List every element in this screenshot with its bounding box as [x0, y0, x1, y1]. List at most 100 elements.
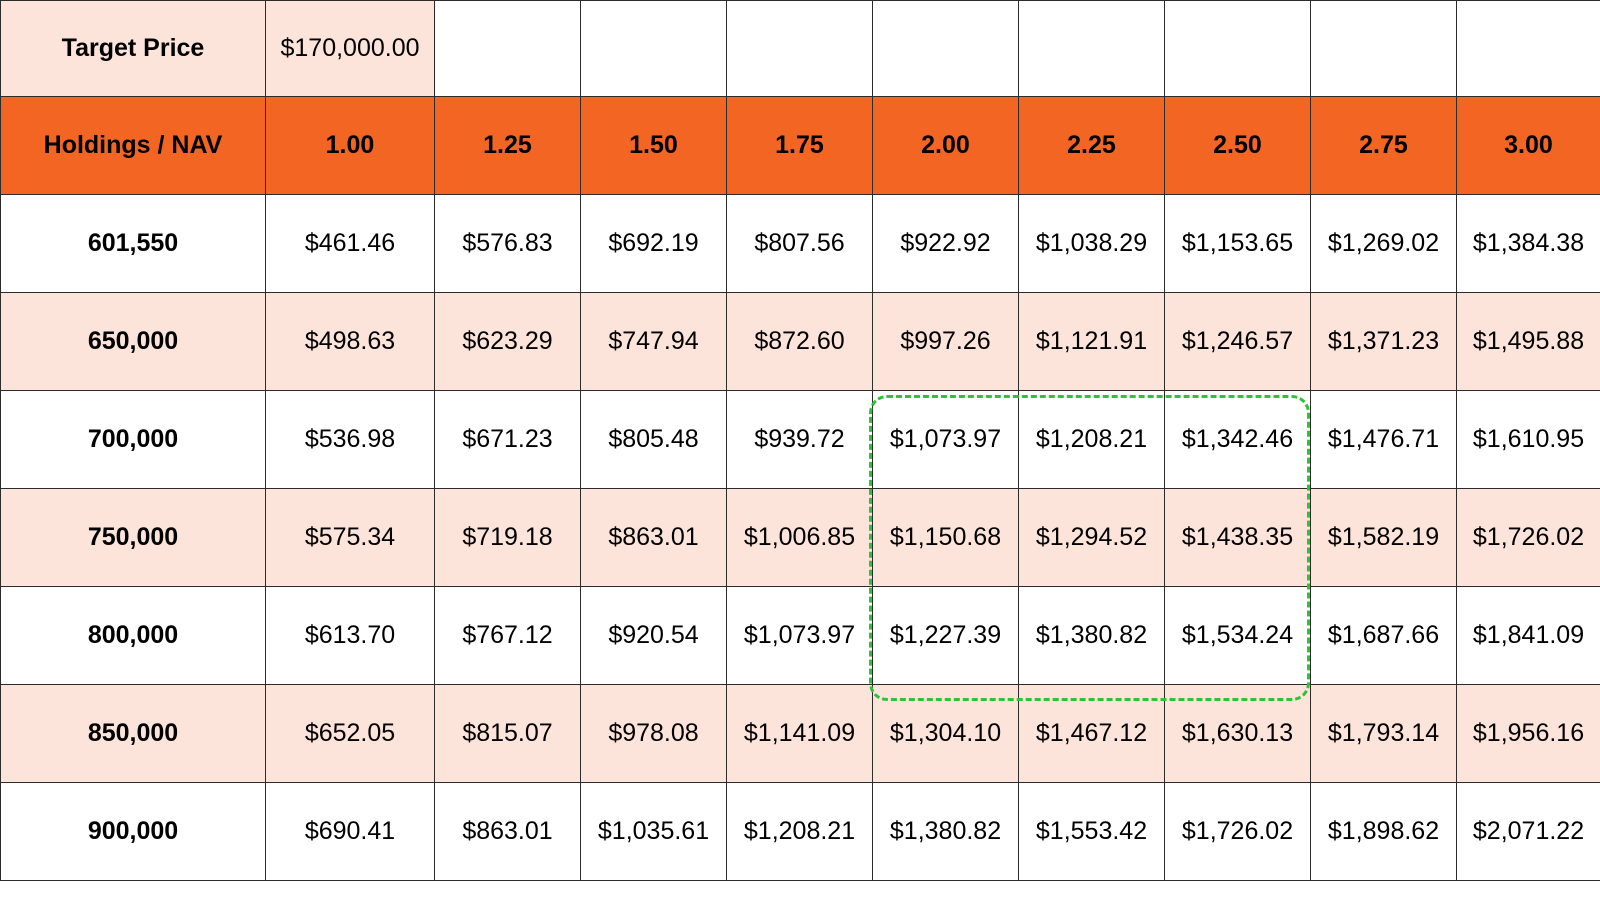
- value-cell[interactable]: $1,467.12: [1018, 684, 1165, 783]
- target-price-value[interactable]: $170,000.00: [265, 0, 435, 97]
- header-multiplier[interactable]: 1.50: [580, 96, 727, 195]
- value-cell[interactable]: $863.01: [434, 782, 581, 881]
- value-cell[interactable]: $1,121.91: [1018, 292, 1165, 391]
- value-cell[interactable]: $576.83: [434, 194, 581, 293]
- value-cell[interactable]: $1,246.57: [1164, 292, 1311, 391]
- holdings-cell[interactable]: 750,000: [0, 488, 266, 587]
- holdings-cell[interactable]: 900,000: [0, 782, 266, 881]
- value-cell[interactable]: $863.01: [580, 488, 727, 587]
- value-cell[interactable]: $1,006.85: [726, 488, 873, 587]
- holdings-cell[interactable]: 700,000: [0, 390, 266, 489]
- header-multiplier[interactable]: 2.75: [1310, 96, 1457, 195]
- value-cell[interactable]: $1,073.97: [726, 586, 873, 685]
- value-cell[interactable]: $1,438.35: [1164, 488, 1311, 587]
- header-multiplier[interactable]: 1.75: [726, 96, 873, 195]
- value-cell[interactable]: $767.12: [434, 586, 581, 685]
- value-cell[interactable]: $1,294.52: [1018, 488, 1165, 587]
- value-cell[interactable]: $747.94: [580, 292, 727, 391]
- value-cell[interactable]: $920.54: [580, 586, 727, 685]
- value-cell[interactable]: $1,150.68: [872, 488, 1019, 587]
- value-cell[interactable]: $719.18: [434, 488, 581, 587]
- header-multiplier[interactable]: 3.00: [1456, 96, 1600, 195]
- value-cell[interactable]: $1,495.88: [1456, 292, 1600, 391]
- value-cell[interactable]: $1,726.02: [1456, 488, 1600, 587]
- header-multiplier[interactable]: 2.00: [872, 96, 1019, 195]
- empty-cell[interactable]: [1164, 0, 1311, 97]
- value-cell[interactable]: $807.56: [726, 194, 873, 293]
- value-cell[interactable]: $652.05: [265, 684, 435, 783]
- value-cell[interactable]: $922.92: [872, 194, 1019, 293]
- value-cell[interactable]: $623.29: [434, 292, 581, 391]
- table-row: 750,000 $575.34 $719.18 $863.01 $1,006.8…: [0, 488, 1600, 587]
- header-corner-label[interactable]: Holdings / NAV: [0, 96, 266, 195]
- value-cell[interactable]: $1,380.82: [1018, 586, 1165, 685]
- value-cell[interactable]: $872.60: [726, 292, 873, 391]
- price-table: Target Price $170,000.00 Holdings / NAV …: [0, 0, 1600, 881]
- value-cell[interactable]: $1,841.09: [1456, 586, 1600, 685]
- table-row: 650,000 $498.63 $623.29 $747.94 $872.60 …: [0, 292, 1600, 391]
- value-cell[interactable]: $575.34: [265, 488, 435, 587]
- value-cell[interactable]: $1,269.02: [1310, 194, 1457, 293]
- empty-cell[interactable]: [434, 0, 581, 97]
- value-cell[interactable]: $1,304.10: [872, 684, 1019, 783]
- holdings-cell[interactable]: 650,000: [0, 292, 266, 391]
- value-cell[interactable]: $1,227.39: [872, 586, 1019, 685]
- value-cell[interactable]: $613.70: [265, 586, 435, 685]
- value-cell[interactable]: $692.19: [580, 194, 727, 293]
- table-row: 800,000 $613.70 $767.12 $920.54 $1,073.9…: [0, 586, 1600, 685]
- value-cell[interactable]: $1,793.14: [1310, 684, 1457, 783]
- value-cell[interactable]: $671.23: [434, 390, 581, 489]
- value-cell[interactable]: $1,035.61: [580, 782, 727, 881]
- value-cell[interactable]: $1,476.71: [1310, 390, 1457, 489]
- value-cell[interactable]: $1,371.23: [1310, 292, 1457, 391]
- empty-cell[interactable]: [1310, 0, 1457, 97]
- empty-cell[interactable]: [580, 0, 727, 97]
- header-multiplier[interactable]: 2.50: [1164, 96, 1311, 195]
- value-cell[interactable]: $1,898.62: [1310, 782, 1457, 881]
- header-multiplier[interactable]: 1.25: [434, 96, 581, 195]
- value-cell[interactable]: $978.08: [580, 684, 727, 783]
- header-row: Holdings / NAV 1.00 1.25 1.50 1.75 2.00 …: [0, 96, 1600, 195]
- target-price-label[interactable]: Target Price: [0, 0, 266, 97]
- empty-cell[interactable]: [1456, 0, 1600, 97]
- value-cell[interactable]: $1,726.02: [1164, 782, 1311, 881]
- table-row: 601,550 $461.46 $576.83 $692.19 $807.56 …: [0, 194, 1600, 293]
- empty-cell[interactable]: [1018, 0, 1165, 97]
- value-cell[interactable]: $1,630.13: [1164, 684, 1311, 783]
- holdings-cell[interactable]: 850,000: [0, 684, 266, 783]
- header-multiplier[interactable]: 2.25: [1018, 96, 1165, 195]
- value-cell[interactable]: $1,073.97: [872, 390, 1019, 489]
- empty-cell[interactable]: [872, 0, 1019, 97]
- holdings-cell[interactable]: 601,550: [0, 194, 266, 293]
- table-row: 900,000 $690.41 $863.01 $1,035.61 $1,208…: [0, 782, 1600, 881]
- value-cell[interactable]: $805.48: [580, 390, 727, 489]
- value-cell[interactable]: $997.26: [872, 292, 1019, 391]
- table-row: 850,000 $652.05 $815.07 $978.08 $1,141.0…: [0, 684, 1600, 783]
- value-cell[interactable]: $536.98: [265, 390, 435, 489]
- value-cell[interactable]: $1,956.16: [1456, 684, 1600, 783]
- value-cell[interactable]: $498.63: [265, 292, 435, 391]
- value-cell[interactable]: $1,342.46: [1164, 390, 1311, 489]
- value-cell[interactable]: $1,208.21: [1018, 390, 1165, 489]
- value-cell[interactable]: $1,384.38: [1456, 194, 1600, 293]
- value-cell[interactable]: $2,071.22: [1456, 782, 1600, 881]
- value-cell[interactable]: $1,553.42: [1018, 782, 1165, 881]
- value-cell[interactable]: $1,534.24: [1164, 586, 1311, 685]
- value-cell[interactable]: $1,153.65: [1164, 194, 1311, 293]
- value-cell[interactable]: $1,582.19: [1310, 488, 1457, 587]
- value-cell[interactable]: $690.41: [265, 782, 435, 881]
- value-cell[interactable]: $1,380.82: [872, 782, 1019, 881]
- value-cell[interactable]: $939.72: [726, 390, 873, 489]
- empty-cell[interactable]: [726, 0, 873, 97]
- header-multiplier[interactable]: 1.00: [265, 96, 435, 195]
- value-cell[interactable]: $461.46: [265, 194, 435, 293]
- value-cell[interactable]: $1,038.29: [1018, 194, 1165, 293]
- value-cell[interactable]: $1,141.09: [726, 684, 873, 783]
- value-cell[interactable]: $1,687.66: [1310, 586, 1457, 685]
- value-cell[interactable]: $1,208.21: [726, 782, 873, 881]
- holdings-cell[interactable]: 800,000: [0, 586, 266, 685]
- value-cell[interactable]: $815.07: [434, 684, 581, 783]
- table-row: 700,000 $536.98 $671.23 $805.48 $939.72 …: [0, 390, 1600, 489]
- value-cell[interactable]: $1,610.95: [1456, 390, 1600, 489]
